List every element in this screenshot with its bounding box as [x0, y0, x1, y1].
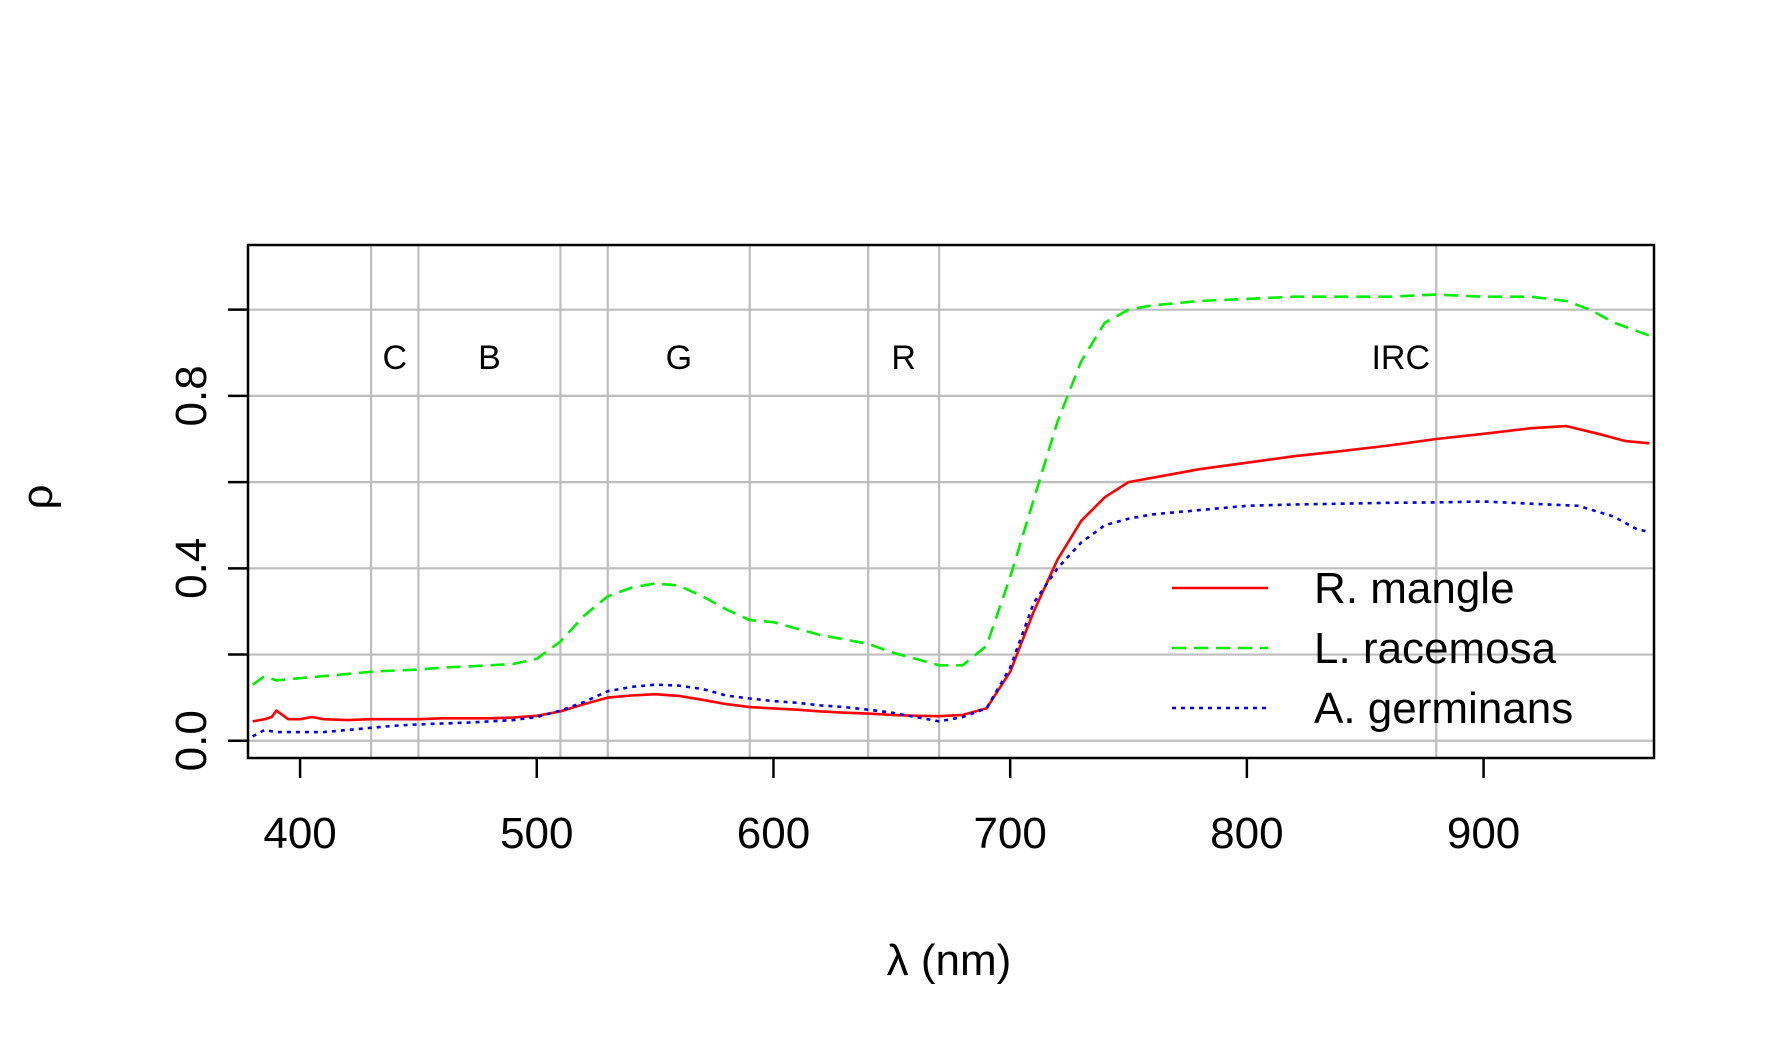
y-axis-label: ρ — [13, 484, 62, 509]
x-tick-label: 900 — [1447, 809, 1520, 858]
band-label: G — [666, 339, 692, 377]
grid — [248, 245, 1654, 758]
x-tick-label: 800 — [1210, 809, 1283, 858]
legend-label: A. germinans — [1314, 684, 1573, 733]
band-label: R — [891, 339, 916, 377]
band-label: B — [478, 339, 501, 377]
legend-label: R. mangle — [1314, 564, 1515, 613]
x-tick-label: 400 — [263, 809, 336, 858]
series-line-l-racemosa — [251, 293, 1650, 686]
x-tick-label: 700 — [973, 809, 1046, 858]
band-label: IRC — [1371, 339, 1430, 377]
series-lines — [251, 293, 1650, 738]
x-axis: 400 500 600 700 800 900 — [263, 758, 1520, 858]
y-axis: 0.0 0.4 0.8 — [167, 308, 248, 771]
legend-label: L. racemosa — [1314, 624, 1557, 673]
x-axis-label: λ (nm) — [887, 936, 1012, 985]
legend: R. mangle L. racemosa A. germinans — [1172, 564, 1573, 733]
x-tick-label: 500 — [500, 809, 573, 858]
y-tick-label: 0.8 — [167, 365, 216, 426]
band-labels: C B G R IRC — [382, 339, 1430, 377]
y-tick-label: 0.4 — [167, 538, 216, 599]
y-tick-label: 0.0 — [167, 710, 216, 771]
x-tick-label: 600 — [737, 809, 810, 858]
band-label: C — [382, 339, 407, 377]
plot-frame — [246, 243, 1656, 760]
series-line-r-mangle — [252, 424, 1650, 723]
